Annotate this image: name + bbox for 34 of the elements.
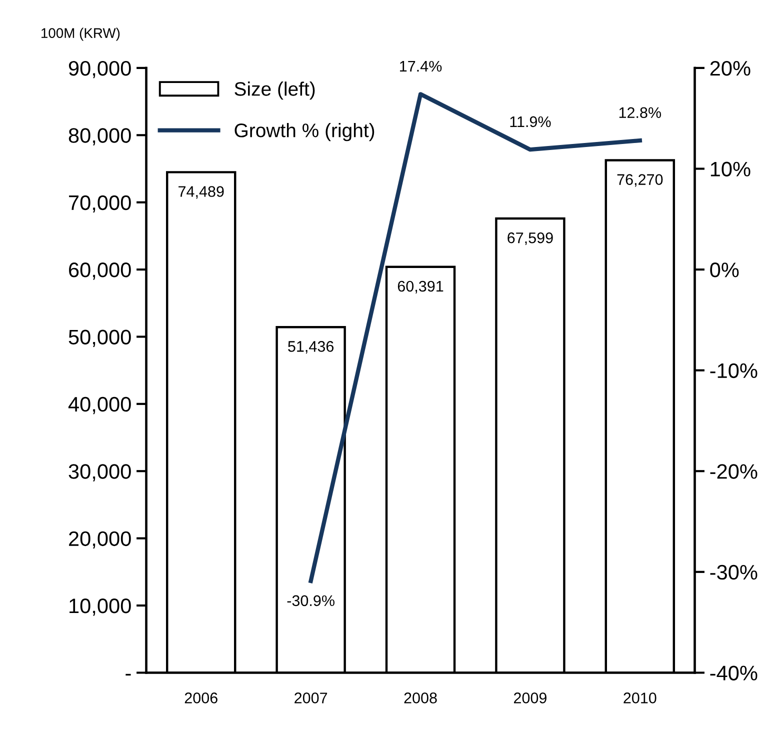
data-label: 76,270: [617, 174, 663, 187]
x-tick-label: 2008: [404, 692, 437, 704]
y-tick-label: 60,000: [69, 262, 131, 280]
y2-tick-label: -20%: [710, 464, 758, 479]
y2-tick-label: -30%: [710, 564, 758, 580]
y2-tick-label: -10%: [710, 363, 758, 378]
y2-tick-label: 10%: [710, 162, 750, 176]
data-label: 60,391: [398, 280, 444, 294]
y-tick-label: 20,000: [69, 531, 131, 549]
y2-tick-label: 20%: [710, 60, 750, 76]
data-label: 12.8%: [619, 107, 662, 118]
data-label: 11.9%: [510, 116, 551, 128]
y-tick-label: 70,000: [69, 195, 131, 213]
data-label: -30.9%: [287, 595, 334, 606]
x-tick-label: 2010: [624, 692, 656, 704]
data-label: 17.4%: [400, 60, 442, 72]
y-tick-label: 90,000: [68, 60, 131, 78]
data-label: 51,436: [288, 341, 334, 354]
y-tick-label: 50,000: [68, 330, 131, 347]
y2-tick-label: 0%: [710, 262, 739, 278]
y-tick-label: -: [126, 674, 131, 676]
legend-label: Growth % (right): [234, 123, 374, 142]
y-tick-label: 40,000: [68, 396, 131, 414]
x-tick-label: 2009: [514, 692, 546, 704]
y-tick-label: 80,000: [68, 128, 131, 146]
legend-label: Size (left): [234, 82, 315, 100]
y-tick-label: 30,000: [68, 464, 131, 482]
y-tick-label: 10,000: [70, 598, 131, 616]
data-label: 67,599: [508, 232, 553, 246]
y2-tick-label: -40%: [710, 666, 758, 680]
x-tick-label: 2006: [184, 692, 218, 704]
x-tick-label: 2007: [294, 692, 328, 704]
y-axis-title: 100M (KRW): [42, 28, 120, 41]
data-label: 74,489: [178, 186, 224, 199]
